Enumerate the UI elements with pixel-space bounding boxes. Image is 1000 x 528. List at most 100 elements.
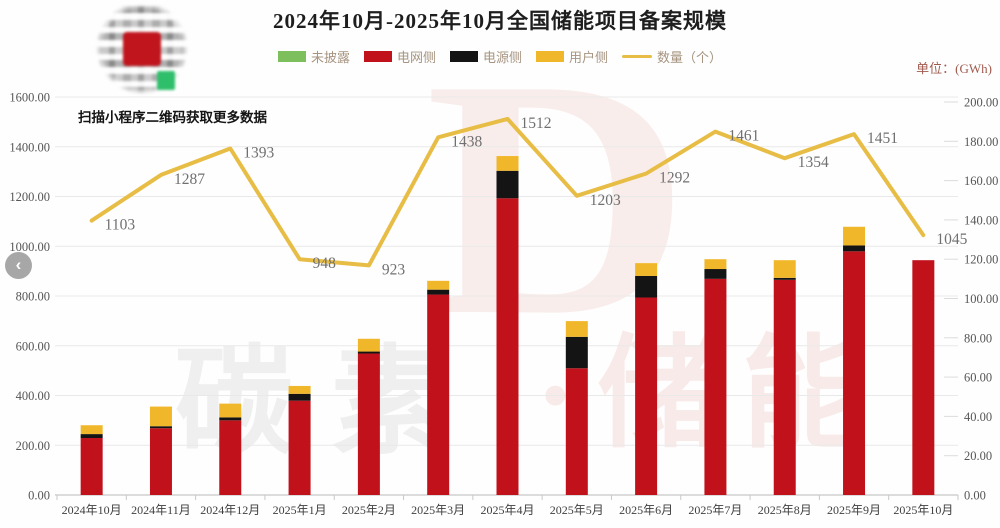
right-axis-tick-label: 140.00	[964, 213, 998, 227]
legend-line-swatch	[622, 55, 653, 58]
legend-label: 未披露	[310, 50, 350, 65]
bar-segment-电网侧	[149, 428, 172, 495]
bar-segment-电源侧	[80, 434, 103, 439]
legend-label: 电网侧	[396, 50, 436, 65]
page-title: 2024年10月-2025年10月全国储能项目备案规模	[273, 9, 727, 33]
line-data-label: 1354	[798, 154, 829, 171]
qr-code-logo	[94, 2, 190, 94]
bar-segment-电网侧	[357, 353, 380, 495]
right-axis-tick-label: 60.00	[964, 371, 992, 385]
right-axis-tick-label: 20.00	[964, 449, 992, 463]
bar-segment-用户侧	[219, 403, 242, 418]
legend-label: 电源侧	[482, 50, 522, 65]
right-axis-tick-label: 100.00	[964, 292, 998, 306]
right-axis-tick-label: 40.00	[964, 410, 992, 424]
legend: 未披露 电网侧 电源侧 用户侧 数量（个）	[0, 47, 1000, 66]
line-data-label: 1103	[105, 217, 136, 234]
legend-item-4[interactable]: 用户侧	[536, 47, 608, 66]
bar-segment-用户侧	[565, 321, 588, 337]
qr-logo-green-block	[157, 71, 175, 90]
back-button[interactable]: ‹	[5, 252, 32, 279]
line-data-label: 1287	[174, 171, 205, 188]
legend-item-2[interactable]: 电网侧	[363, 47, 436, 66]
line-data-label: 1292	[659, 170, 690, 187]
bar-segment-电源侧	[357, 351, 380, 354]
x-axis-label: 2025年3月	[411, 503, 465, 517]
legend-color-swatch	[449, 51, 478, 62]
bar-segment-电网侧	[565, 368, 588, 495]
legend-item-1[interactable]: 未披露	[277, 47, 350, 66]
line-data-label: 1512	[521, 115, 552, 132]
bar-segment-电网侧	[219, 420, 242, 495]
legend-color-swatch	[277, 51, 306, 62]
bar-segment-用户侧	[357, 338, 380, 352]
x-axis-label: 2024年12月	[200, 503, 260, 517]
line-data-label: 1203	[590, 192, 621, 209]
bar-segment-用户侧	[773, 260, 796, 278]
bar-segment-用户侧	[288, 385, 311, 394]
left-axis-tick-label: 1000.00	[9, 240, 50, 254]
bar-segment-电源侧	[496, 170, 519, 199]
bar-segment-电源侧	[427, 289, 450, 295]
bar-segment-电源侧	[149, 426, 172, 429]
bar-segment-电源侧	[704, 269, 727, 279]
bar-segment-电源侧	[635, 275, 658, 298]
bar-segment-用户侧	[843, 226, 866, 246]
right-axis-tick-label: 160.00	[964, 174, 998, 188]
x-axis-label: 2025年1月	[273, 503, 327, 517]
right-axis-tick-label: 0.00	[964, 489, 986, 503]
bar-segment-电网侧	[496, 198, 519, 495]
chevron-left-icon: ‹	[15, 255, 22, 274]
bar-segment-电网侧	[912, 260, 935, 495]
left-axis-tick-label: 200.00	[16, 439, 50, 453]
x-axis-label: 2024年11月	[131, 503, 191, 517]
right-axis-tick-label: 200.00	[964, 96, 998, 110]
left-axis-tick-label: 1200.00	[9, 190, 50, 204]
bar-segment-电网侧	[773, 279, 796, 495]
x-axis-label: 2025年10月	[893, 503, 953, 517]
line-data-label: 948	[313, 255, 337, 272]
x-axis-label: 2025年2月	[342, 503, 396, 517]
bar-segment-电源侧	[565, 336, 588, 369]
bar-segment-用户侧	[635, 263, 658, 276]
x-axis-label: 2025年6月	[619, 503, 673, 517]
line-data-label: 1461	[728, 128, 759, 145]
bar-segment-电网侧	[80, 438, 103, 495]
bar-segment-电网侧	[427, 294, 450, 495]
bar-segment-用户侧	[427, 280, 450, 290]
bar-segment-用户侧	[704, 259, 727, 270]
left-axis-tick-label: 800.00	[16, 290, 50, 304]
qr-caption: 扫描小程序二维码获取更多数据	[78, 110, 267, 125]
line-data-label: 1045	[936, 231, 967, 248]
legend-item-5[interactable]: 数量（个）	[622, 47, 722, 66]
bar-segment-电网侧	[843, 251, 866, 495]
x-axis-label: 2025年8月	[758, 503, 812, 517]
bar-segment-电网侧	[704, 278, 727, 495]
legend-color-swatch	[536, 51, 564, 62]
legend-item-3[interactable]: 电源侧	[449, 47, 522, 66]
left-axis-tick-label: 600.00	[16, 339, 50, 353]
bar-segment-电网侧	[288, 400, 311, 495]
line-data-label: 1393	[243, 144, 274, 161]
x-axis-label: 2025年5月	[550, 503, 604, 517]
qr-logo-red-center	[123, 32, 161, 66]
line-data-label: 1451	[867, 130, 898, 147]
bar-segment-电源侧	[773, 277, 796, 280]
legend-color-swatch	[363, 51, 392, 62]
x-axis-label: 2025年9月	[827, 503, 881, 517]
bar-segment-用户侧	[496, 156, 519, 171]
bar-segment-用户侧	[80, 425, 103, 435]
legend-label: 数量（个）	[657, 50, 723, 65]
bar-segment-电源侧	[288, 393, 311, 401]
right-axis-unit-label: 单位：(GWh)	[916, 61, 992, 76]
x-axis-label: 2025年7月	[688, 503, 742, 517]
legend-label: 用户侧	[569, 50, 609, 65]
bar-segment-电源侧	[843, 245, 866, 252]
line-data-label: 923	[382, 261, 406, 278]
right-axis-tick-label: 180.00	[964, 135, 998, 149]
bar-segment-电源侧	[219, 417, 242, 421]
x-axis-label: 2025年4月	[480, 503, 534, 517]
right-axis-tick-label: 120.00	[964, 253, 998, 267]
